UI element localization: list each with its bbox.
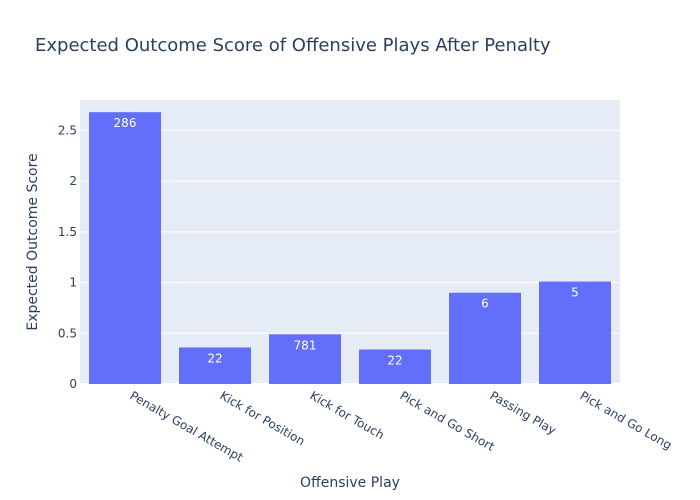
bar-label: 781 (294, 338, 317, 352)
y-tick-label: 2.5 (58, 123, 77, 137)
chart-title: Expected Outcome Score of Offensive Play… (35, 35, 551, 56)
bar-label: 22 (207, 351, 222, 365)
bar-label: 6 (481, 297, 489, 311)
bar (179, 347, 251, 384)
bar (269, 334, 341, 384)
bar-label: 5 (571, 286, 579, 300)
plot-area (80, 100, 620, 384)
y-axis-title: Expected Outcome Score (25, 153, 41, 330)
bar-label: 22 (387, 354, 402, 368)
bars (89, 112, 611, 385)
y-tick-label: 0.5 (58, 326, 77, 340)
x-axis-title: Offensive Play (300, 475, 400, 491)
bar (359, 349, 431, 384)
bar (89, 112, 161, 385)
bar-labels: 286 22 781 22 6 5 (114, 116, 579, 367)
y-tick-label: 2 (69, 174, 77, 188)
y-tick-label: 0 (69, 377, 77, 391)
y-tick-label: 1.5 (58, 225, 77, 239)
bar (539, 281, 611, 384)
bar-label: 286 (114, 116, 137, 130)
y-tick-label: 1 (69, 276, 77, 290)
bar (449, 292, 521, 384)
y-tick-labels: 0 0.5 1 1.5 2 2.5 (58, 123, 77, 391)
y-gridlines (80, 129, 620, 385)
